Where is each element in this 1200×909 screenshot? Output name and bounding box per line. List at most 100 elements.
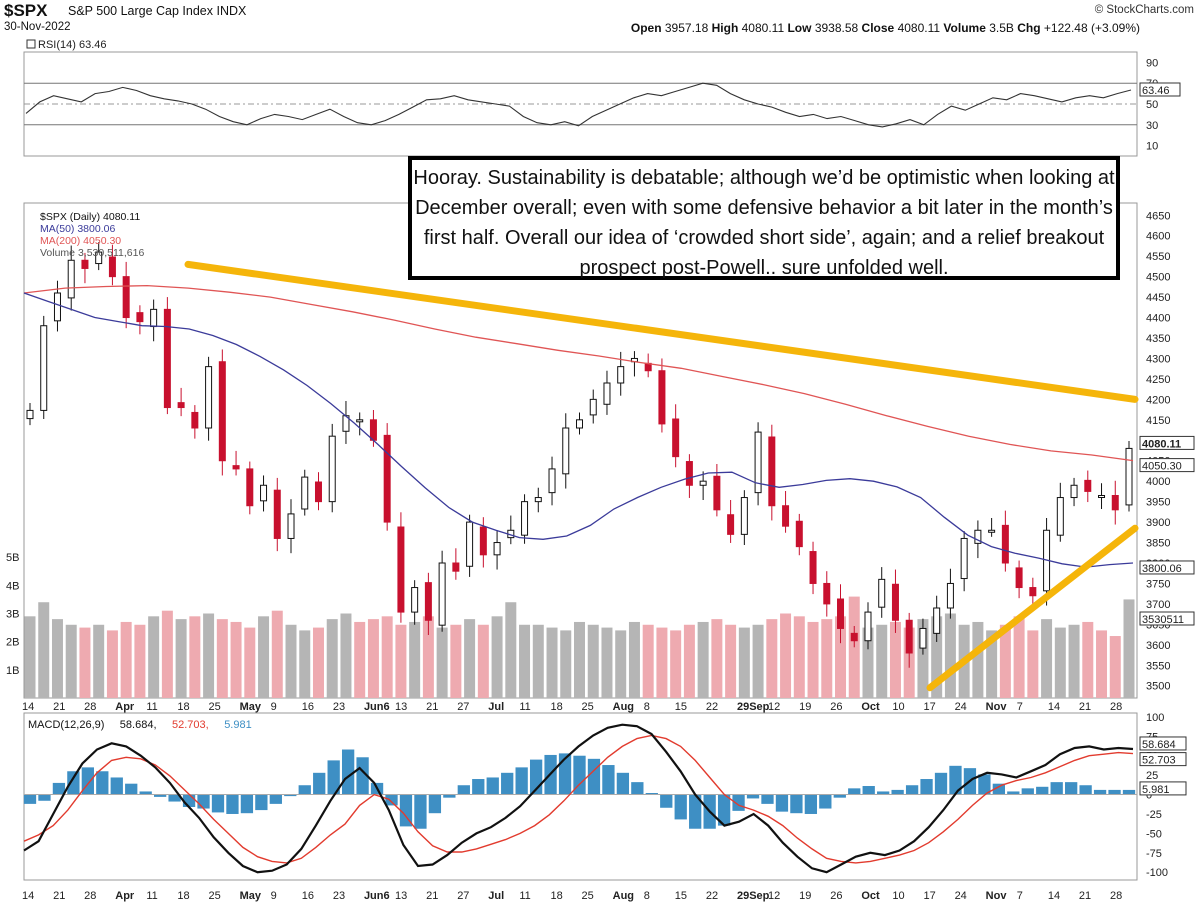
macd-line [23, 723, 1134, 874]
candle-body [356, 419, 364, 423]
macd-x-label: 13 [395, 890, 407, 902]
macd-x-label: Jul [488, 890, 504, 902]
rsi-legend-icon [26, 39, 36, 49]
candle-body [933, 607, 941, 634]
volume-bar [477, 624, 489, 698]
low-value: 3938.58 [814, 21, 859, 35]
candle-body [1001, 524, 1009, 564]
candle-body [218, 361, 226, 462]
brand-watermark: © StockCharts.com [1094, 4, 1194, 16]
macd-histogram-bar [81, 767, 94, 795]
price-last-value-label: 4050.30 [1142, 461, 1182, 473]
volume-bar [422, 616, 434, 698]
volume-bar [216, 619, 228, 698]
volume-value: 3.5B [989, 21, 1014, 35]
macd-histogram-bar [443, 794, 456, 798]
macd-histogram-bar [848, 788, 861, 795]
macd-histogram-bar [341, 749, 355, 795]
macd-histogram-bar [905, 785, 919, 795]
volume-bar [862, 627, 874, 698]
annotation-box: Hooray. Sustainability is debatable; alt… [408, 156, 1120, 280]
candle-body [150, 308, 158, 328]
candle-body [1056, 497, 1064, 536]
volume-bar [670, 630, 682, 698]
candle-body [136, 312, 144, 323]
volume-tick-label: 2B [6, 637, 19, 649]
macd-last-value-label: 52.703 [1142, 755, 1176, 767]
candle-body [548, 468, 556, 494]
candle-body [163, 308, 171, 409]
volume-bar [876, 624, 888, 698]
price-last-value-label: 3800.06 [1142, 563, 1182, 575]
macd-histogram-bar [428, 794, 442, 814]
candle-body [589, 398, 597, 416]
candle-body [603, 382, 611, 405]
volume-bar [203, 613, 215, 698]
volume-bar [450, 624, 462, 698]
price-x-label: 18 [550, 701, 562, 713]
price-tick-label: 4250 [1146, 374, 1170, 386]
price-x-label: Oct [861, 701, 880, 713]
macd-legend-label: 5.981 [224, 719, 252, 731]
volume-bar [230, 621, 242, 698]
macd-x-label: 22 [706, 890, 718, 902]
macd-x-label: Aug [613, 890, 634, 902]
macd-x-label: 18 [177, 890, 189, 902]
price-last-value-box [1139, 435, 1195, 450]
open-value: 3957.18 [664, 21, 709, 35]
volume-bar [1027, 630, 1039, 698]
rsi-line [25, 82, 1132, 128]
volume-bar [807, 621, 819, 698]
candle-body [658, 370, 666, 425]
price-x-label: 7 [1017, 701, 1023, 713]
price-tick-label: 3550 [1146, 660, 1170, 672]
price-last-value-box [1139, 458, 1195, 473]
candle-body [740, 497, 748, 535]
candle-body [837, 598, 845, 629]
macd-histogram-bar [645, 793, 658, 795]
price-x-label: Apr [115, 701, 135, 713]
volume-tick-label: 3B [6, 609, 19, 621]
candle-body [314, 481, 322, 503]
macd-histogram-bar [920, 779, 933, 795]
price-x-label: 8 [644, 701, 650, 713]
macd-x-label: 29Sep [737, 890, 770, 902]
price-tick-label: 3600 [1146, 640, 1170, 652]
chart-date: 30-Nov-2022 [4, 21, 71, 33]
volume-bar [615, 630, 627, 698]
volume-bar [1068, 624, 1080, 698]
macd-last-value-label: 58.684 [1142, 739, 1176, 751]
candle-body [850, 632, 858, 642]
candle-body [246, 468, 254, 507]
macd-x-label: May [240, 890, 262, 902]
candle-body [232, 465, 240, 470]
macd-histogram-bar [139, 791, 152, 795]
candle-body [864, 611, 872, 642]
price-tick-label: 4600 [1146, 231, 1170, 243]
macd-histogram-bar [1007, 791, 1020, 795]
volume-bar [285, 624, 297, 698]
volume-bar [161, 610, 173, 698]
price-x-label: 21 [426, 701, 438, 713]
price-tick-label: 4300 [1146, 353, 1170, 365]
candle-body [974, 529, 982, 544]
high-label: High [711, 21, 739, 35]
macd-histogram-bar [501, 772, 514, 795]
volume-bar [271, 610, 283, 698]
price-last-value-label: 4080.11 [1142, 438, 1181, 450]
macd-tick-label: 25 [1146, 770, 1158, 782]
volume-bar [381, 616, 393, 698]
price-legend-label: MA(50) 3800.06 [40, 223, 115, 235]
price-x-label: 11 [146, 701, 157, 713]
macd-x-label: Jun6 [364, 890, 390, 902]
price-tick-label: 3500 [1146, 681, 1170, 693]
macd-histogram-bar [1021, 788, 1034, 795]
macd-histogram-bar [96, 771, 109, 795]
macd-tick-label: 0 [1146, 790, 1152, 802]
index-name: S&P 500 Large Cap Index [68, 4, 214, 18]
volume-bar [986, 630, 998, 698]
price-legend-label: MA(200) 4050.30 [40, 235, 121, 247]
macd-x-label: 19 [799, 890, 811, 902]
price-x-label: 9 [271, 701, 277, 713]
